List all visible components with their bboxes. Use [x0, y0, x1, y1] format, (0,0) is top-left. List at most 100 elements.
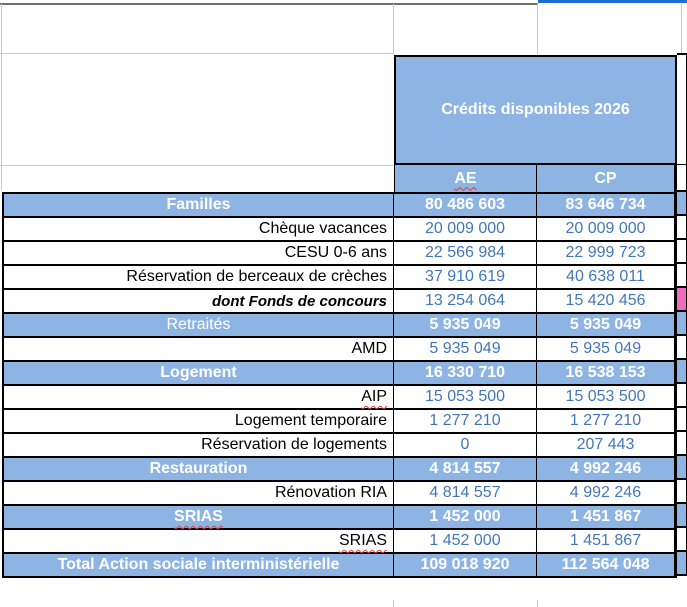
cp-value-cell[interactable]: 1 277 210: [537, 410, 677, 432]
cp-value-cell[interactable]: 40 638 011: [537, 266, 677, 288]
row-label-cell[interactable]: Réservation de berceaux de crèches: [2, 266, 394, 288]
ae-value-cell[interactable]: 13 254 064: [394, 290, 537, 312]
next-column-sliver: [677, 53, 687, 576]
banner-credits-disponibles-2026[interactable]: Crédits disponibles 2026: [394, 55, 677, 165]
row-label: Réservation de logements: [201, 436, 387, 453]
cp-value-cell[interactable]: 207 443: [537, 434, 677, 456]
ae-value-cell[interactable]: 1 452 000: [394, 506, 537, 528]
ae-value-cell[interactable]: 16 330 710: [394, 362, 537, 384]
ae-value-cell[interactable]: 22 566 984: [394, 242, 537, 264]
ae-value-cell[interactable]: 0: [394, 434, 537, 456]
gridline: [537, 4, 538, 55]
ae-value-cell[interactable]: 4 814 557: [394, 482, 537, 504]
cp-value-cell[interactable]: 4 992 246: [537, 482, 677, 504]
gridline: [537, 600, 538, 607]
ae-value-cell[interactable]: 15 053 500: [394, 386, 537, 408]
ae-value-cell[interactable]: 109 018 920: [394, 554, 537, 576]
cp-value-cell[interactable]: 5 935 049: [537, 338, 677, 360]
row-label-cell[interactable]: AIP: [2, 386, 394, 408]
column-header-ae[interactable]: AE: [394, 165, 537, 192]
sliver-banner-cell: [677, 53, 686, 165]
top-selection-line: [538, 0, 687, 3]
row-label: Rénovation RIA: [274, 484, 387, 501]
cp-value-cell[interactable]: 1 451 867: [537, 530, 677, 552]
ae-value-cell[interactable]: 80 486 603: [394, 194, 537, 216]
ae-value-cell[interactable]: 1 277 210: [394, 410, 537, 432]
sliver-cell: [677, 456, 686, 480]
gridline: [393, 4, 394, 55]
column-header-ae-label: AE: [454, 169, 477, 187]
sliver-cell: [677, 504, 686, 528]
sliver-cell: [677, 336, 686, 360]
cp-value-cell[interactable]: 5 935 049: [537, 314, 677, 336]
ae-value-cell[interactable]: 5 935 049: [394, 314, 537, 336]
gridline: [393, 600, 394, 607]
table-row: SRIAS 1 452 000 1 451 867: [2, 530, 677, 554]
row-label-cell[interactable]: Total Action sociale interministérielle: [2, 554, 394, 576]
table-row: SRIAS 1 452 000 1 451 867: [2, 506, 677, 530]
total-row: Total Action sociale interministérielle 1…: [2, 554, 677, 578]
row-label-cell[interactable]: Logement temporaire: [2, 410, 394, 432]
row-label: Logement: [160, 364, 237, 381]
ae-value-cell[interactable]: 20 009 000: [394, 218, 537, 240]
cp-value-cell[interactable]: 20 009 000: [537, 218, 677, 240]
sliver-cell: [677, 216, 686, 240]
cp-value-cell[interactable]: 83 646 734: [537, 194, 677, 216]
row-label-cell[interactable]: SRIAS: [2, 506, 394, 528]
row-label: Réservation de berceaux de crèches: [126, 268, 387, 285]
row-label-cell[interactable]: Rénovation RIA: [2, 482, 394, 504]
sliver-pink-flag-cell: [677, 288, 686, 312]
ae-value-cell[interactable]: 4 814 557: [394, 458, 537, 480]
row-label: Familles: [166, 196, 231, 213]
row-label: SRIAS: [338, 532, 387, 549]
sliver-cell: [677, 192, 686, 216]
column-header-cp[interactable]: CP: [537, 165, 677, 192]
sliver-cell: [677, 384, 686, 408]
row-label: AMD: [351, 340, 387, 357]
sliver-cell: [677, 264, 686, 288]
gridline: [681, 4, 682, 53]
table-row: CESU 0-6 ans 22 566 984 22 999 723: [2, 242, 677, 266]
table-row: Retraités 5 935 049 5 935 049: [2, 314, 677, 338]
row-label-cell[interactable]: CESU 0-6 ans: [2, 242, 394, 264]
row-label-cell[interactable]: dont Fonds de concours: [2, 290, 394, 312]
gridline: [1, 4, 2, 190]
ae-value-cell[interactable]: 5 935 049: [394, 338, 537, 360]
cp-value-cell[interactable]: 4 992 246: [537, 458, 677, 480]
sliver-cell: [677, 552, 686, 576]
table-row: AMD 5 935 049 5 935 049: [2, 338, 677, 362]
banner-title: Crédits disponibles 2026: [441, 101, 630, 118]
row-label-cell[interactable]: Restauration: [2, 458, 394, 480]
row-label: Retraités: [166, 316, 231, 333]
ae-value-cell[interactable]: 37 910 619: [394, 266, 537, 288]
row-label-cell[interactable]: Logement: [2, 362, 394, 384]
cp-value-cell[interactable]: 112 564 048: [537, 554, 677, 576]
top-divider-line: [0, 3, 538, 5]
row-label-cell[interactable]: AMD: [2, 338, 394, 360]
row-label-cell[interactable]: Retraités: [2, 314, 394, 336]
row-label-cell[interactable]: Familles: [2, 194, 394, 216]
row-label: CESU 0-6 ans: [284, 244, 387, 261]
cp-value-cell[interactable]: 16 538 153: [537, 362, 677, 384]
table-row: Restauration 4 814 557 4 992 246: [2, 458, 677, 482]
table-row: Chèque vacances 20 009 000 20 009 000: [2, 218, 677, 242]
sliver-cell: [677, 360, 686, 384]
table-row: AIP 15 053 500 15 053 500: [2, 386, 677, 410]
ae-value-cell[interactable]: 1 452 000: [394, 530, 537, 552]
row-label-cell[interactable]: SRIAS: [2, 530, 394, 552]
cp-value-cell[interactable]: 22 999 723: [537, 242, 677, 264]
sliver-cell: [677, 408, 686, 432]
table-row: Rénovation RIA 4 814 557 4 992 246: [2, 482, 677, 506]
cp-value-cell[interactable]: 15 420 456: [537, 290, 677, 312]
gridline: [0, 165, 393, 166]
cp-value-cell[interactable]: 15 053 500: [537, 386, 677, 408]
sliver-cell: [677, 528, 686, 552]
table-row: Logement 16 330 710 16 538 153: [2, 362, 677, 386]
sliver-cell: [677, 480, 686, 504]
row-label-cell[interactable]: Chèque vacances: [2, 218, 394, 240]
row-label: Chèque vacances: [258, 220, 387, 237]
cp-value-cell[interactable]: 1 451 867: [537, 506, 677, 528]
column-header-cp-label: CP: [594, 169, 617, 187]
row-label-cell[interactable]: Réservation de logements: [2, 434, 394, 456]
sliver-cell: [677, 432, 686, 456]
